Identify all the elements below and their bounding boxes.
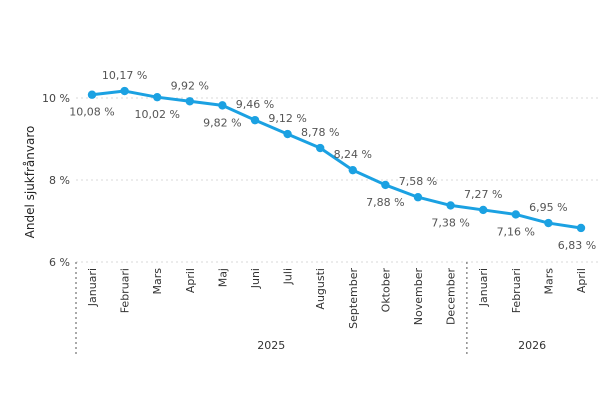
- y-tick-label: 10 %: [42, 92, 70, 105]
- y-tick-label: 6 %: [49, 256, 70, 269]
- data-label: 10,17 %: [102, 69, 147, 82]
- data-label: 10,08 %: [69, 106, 114, 119]
- data-point[interactable]: [479, 205, 488, 215]
- data-point[interactable]: [250, 115, 260, 125]
- x-tick-label: April: [184, 268, 197, 293]
- data-label: 9,46 %: [236, 98, 274, 111]
- data-point[interactable]: [283, 129, 292, 139]
- data-label: 8,78 %: [301, 126, 339, 139]
- x-tick-label: April: [575, 268, 588, 293]
- data-points: [87, 86, 586, 233]
- data-point[interactable]: [413, 193, 423, 202]
- data-label: 7,88 %: [366, 196, 404, 209]
- data-point[interactable]: [120, 86, 129, 96]
- data-point[interactable]: [544, 218, 553, 228]
- data-labels: 10,08 % 10,17 % 10,02 % 9,92 % 9,82 % 9,46 %9…: [69, 69, 596, 252]
- data-point[interactable]: [446, 201, 455, 210]
- x-axis-month-ticks: Januari Februari Mars April Maj Juni Juli Augus…: [86, 268, 588, 329]
- data-label: 10,02 %: [134, 108, 179, 121]
- data-label: 6,83 %: [558, 239, 596, 252]
- data-point[interactable]: [381, 180, 390, 190]
- data-point[interactable]: [185, 97, 194, 106]
- x-tick-label: Oktober: [379, 268, 392, 313]
- data-point[interactable]: [576, 223, 586, 233]
- x-axis-year-groups: 2025 2026: [75, 262, 546, 356]
- x-tick-label: Februari: [510, 268, 523, 313]
- x-tick-label: Mars: [151, 268, 164, 295]
- x-tick-label: November: [412, 268, 425, 326]
- year-label: 2026: [518, 339, 546, 352]
- y-tick-label: 8 %: [49, 174, 70, 187]
- data-point[interactable]: [316, 143, 325, 153]
- x-tick-label: Februari: [119, 268, 132, 313]
- data-label: 8,24 %: [334, 148, 372, 161]
- data-label: 7,27 %: [464, 188, 502, 201]
- data-label: 7,58 %: [399, 175, 437, 188]
- data-point[interactable]: [511, 210, 520, 219]
- x-tick-label: Juli: [282, 268, 295, 285]
- y-axis-title: Andel sjukfrånvaro: [23, 126, 37, 239]
- data-point[interactable]: [348, 165, 357, 175]
- x-tick-label: Augusti: [314, 268, 327, 310]
- data-label: 9,92 %: [171, 79, 209, 92]
- x-tick-label: Mars: [542, 268, 555, 295]
- data-label: 7,16 %: [497, 225, 535, 238]
- data-label: 7,38 %: [431, 216, 469, 229]
- series-line: [90, 89, 583, 230]
- year-label: 2025: [257, 339, 285, 352]
- data-point[interactable]: [87, 90, 97, 99]
- x-tick-label: Juni: [249, 268, 262, 289]
- x-tick-label: Januari: [86, 268, 99, 307]
- x-tick-label: Maj: [216, 268, 229, 287]
- data-label: 9,82 %: [203, 116, 241, 129]
- series-line-layer: [90, 89, 583, 230]
- data-label: 6,95 %: [529, 201, 567, 214]
- data-label: 9,12 %: [268, 112, 306, 125]
- x-tick-label: December: [445, 268, 458, 326]
- x-tick-label: Januari: [477, 268, 490, 307]
- data-point[interactable]: [218, 101, 227, 110]
- x-tick-label: September: [347, 268, 360, 329]
- y-axis-ticks: 10 % 8 % 6 %: [42, 92, 70, 269]
- data-point[interactable]: [153, 92, 162, 102]
